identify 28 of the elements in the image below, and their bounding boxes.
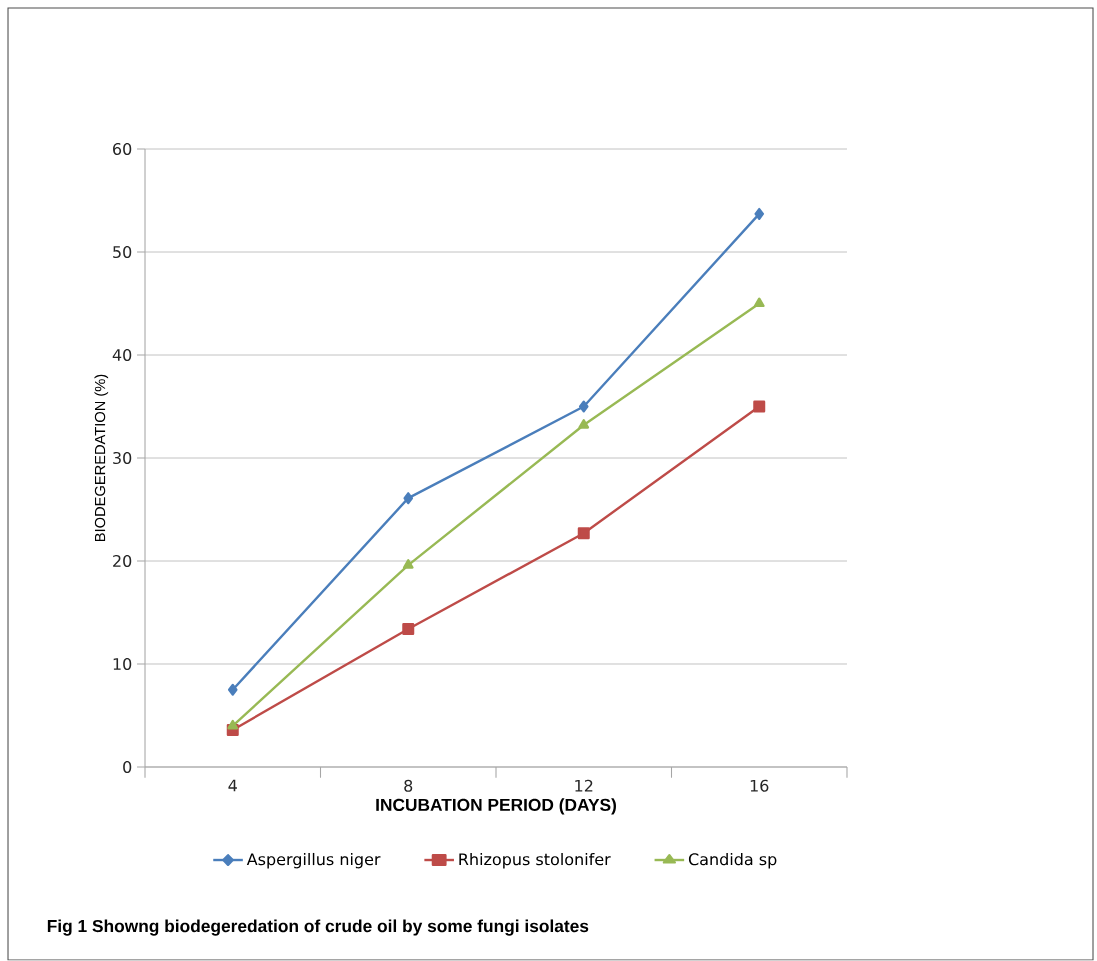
y-tick-label: 40 <box>112 349 132 362</box>
x-tick-label: 8 <box>404 779 413 793</box>
y-tick-label: 30 <box>113 452 132 465</box>
point <box>402 559 414 569</box>
point <box>578 400 589 413</box>
point <box>227 683 238 696</box>
point <box>754 208 765 221</box>
x-tick-label: 16 <box>750 779 769 793</box>
point <box>402 623 415 636</box>
point <box>227 720 239 730</box>
point <box>578 419 590 429</box>
point <box>753 400 766 413</box>
point <box>753 297 765 308</box>
x-axis-title: INCUBATION PERIOD (DAYS) <box>376 798 616 815</box>
legend-label: Aspergillus niger <box>246 853 381 869</box>
point <box>577 527 590 540</box>
legend-label: Candida sp <box>688 853 777 869</box>
y-tick-label: 60 <box>113 143 132 156</box>
y-tick-label: 50 <box>113 246 132 259</box>
y-tick-label: 10 <box>113 658 132 671</box>
y-tick-label: 20 <box>113 555 132 568</box>
caption: Fig 1 Showng biodegeredation of crude oil by some fungi isolates <box>47 919 589 936</box>
x-tick-label: 12 <box>575 779 593 792</box>
point <box>403 492 414 505</box>
legend-label: Rhizopus stolonifer <box>459 853 611 869</box>
y-tick-label: 0 <box>123 761 132 774</box>
y-axis-title: BIODEGEREDATION (%) <box>94 374 109 542</box>
x-tick-label: 4 <box>228 779 237 792</box>
